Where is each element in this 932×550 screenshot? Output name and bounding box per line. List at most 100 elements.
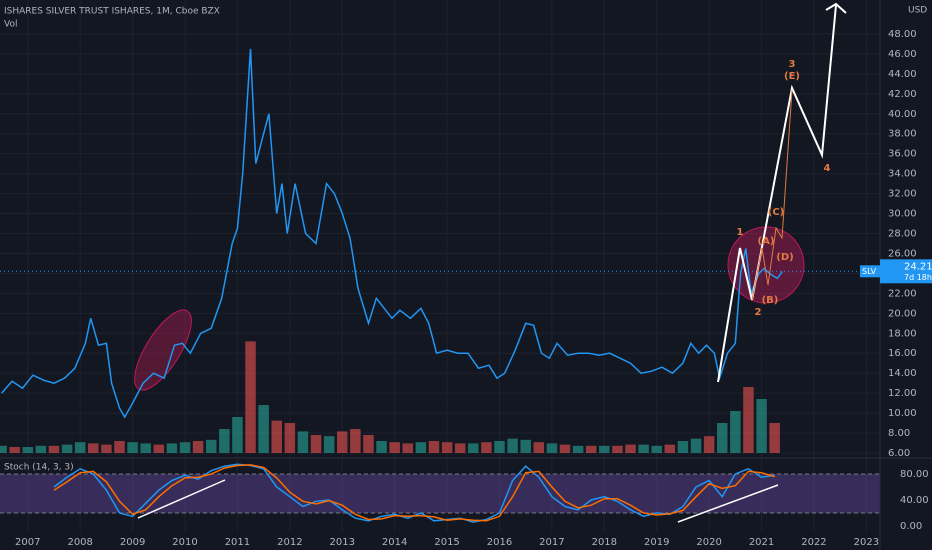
volume-bar bbox=[22, 447, 34, 453]
volume-bar bbox=[323, 436, 335, 453]
volume-bar bbox=[415, 442, 427, 453]
volume-bar bbox=[585, 445, 597, 453]
y-tick-label: 40.00 bbox=[888, 109, 917, 120]
x-tick-label: 2011 bbox=[225, 537, 250, 548]
volume-bar bbox=[166, 443, 178, 453]
volume-bar bbox=[205, 439, 217, 453]
volume-bar bbox=[756, 399, 767, 453]
wave-label: 1 bbox=[737, 227, 744, 238]
y-tick-label: 18.00 bbox=[888, 328, 917, 339]
wave-label: 2 bbox=[755, 307, 762, 318]
wave-label: 3 bbox=[789, 59, 796, 70]
volume-bar bbox=[88, 443, 99, 453]
volume-bar bbox=[703, 436, 715, 453]
wave-label: (B) bbox=[762, 295, 779, 306]
x-tick-label: 2008 bbox=[67, 537, 92, 548]
stoch-tick-label: 40.00 bbox=[900, 495, 929, 506]
y-tick-label: 22.00 bbox=[888, 288, 917, 299]
x-tick-label: 2022 bbox=[801, 537, 826, 548]
y-tick-label: 10.00 bbox=[888, 408, 917, 419]
x-tick-label: 2021 bbox=[749, 537, 774, 548]
y-tick-label: 38.00 bbox=[888, 129, 917, 140]
y-tick-label: 32.00 bbox=[888, 189, 917, 200]
symbol-tag bbox=[860, 265, 880, 278]
y-tick-label: 36.00 bbox=[888, 149, 917, 160]
volume-bar bbox=[140, 443, 151, 453]
wave-label: 4 bbox=[824, 163, 831, 174]
volume-bar bbox=[454, 443, 466, 453]
volume-bar bbox=[468, 443, 479, 453]
stoch-title: Stoch (14, 3, 3) bbox=[4, 463, 74, 473]
volume-bar bbox=[153, 444, 165, 453]
volume-bar bbox=[638, 444, 649, 453]
volume-bar bbox=[389, 442, 400, 453]
volume-bar bbox=[297, 431, 309, 453]
volume-bar bbox=[625, 444, 636, 453]
x-tick-label: 2014 bbox=[382, 537, 407, 548]
y-tick-label: 26.00 bbox=[888, 248, 917, 259]
volume-bar bbox=[245, 341, 256, 453]
x-tick-label: 2015 bbox=[434, 537, 459, 548]
volume-bar bbox=[612, 445, 623, 453]
last-price-tag bbox=[880, 259, 932, 284]
symbol: SLV bbox=[862, 267, 877, 276]
volume-bar bbox=[258, 405, 269, 453]
x-tick-label: 2020 bbox=[696, 537, 721, 548]
stoch-band bbox=[0, 473, 880, 514]
volume-bar bbox=[9, 447, 20, 453]
highlight-ellipse bbox=[134, 309, 192, 391]
volume-bar bbox=[769, 423, 780, 453]
x-tick-label: 2009 bbox=[120, 537, 145, 548]
volume-bar bbox=[716, 423, 728, 453]
trend-line bbox=[677, 484, 779, 523]
volume-bar bbox=[481, 442, 492, 453]
volume-bar bbox=[533, 442, 545, 453]
volume-bar bbox=[337, 431, 348, 453]
y-tick-label: 6.00 bbox=[888, 448, 910, 459]
x-tick-label: 2016 bbox=[487, 537, 512, 548]
price-line bbox=[1, 48, 784, 419]
volume-bar bbox=[572, 445, 584, 453]
volume-bar bbox=[507, 438, 518, 453]
volume-bar bbox=[441, 442, 453, 453]
volume-bar bbox=[651, 445, 662, 453]
x-tick-label: 2012 bbox=[277, 537, 302, 548]
x-tick-label: 2017 bbox=[539, 537, 564, 548]
volume-bar bbox=[271, 420, 282, 453]
x-tick-label: 2023 bbox=[854, 537, 879, 548]
wave-label: (E) bbox=[784, 71, 800, 82]
wave-label: (A) bbox=[758, 236, 775, 247]
countdown: 7d 18h bbox=[904, 273, 932, 282]
stoch-line bbox=[53, 464, 775, 522]
y-tick-label: 16.00 bbox=[888, 348, 917, 359]
volume-bar bbox=[219, 429, 230, 453]
y-tick-label: 20.00 bbox=[888, 308, 917, 319]
volume-bar bbox=[310, 435, 322, 453]
volume-bar bbox=[743, 387, 754, 453]
volume-bar bbox=[363, 435, 374, 453]
y-tick-label: 48.00 bbox=[888, 29, 917, 40]
volume-bar bbox=[350, 429, 361, 453]
volume-bar bbox=[559, 444, 571, 453]
chart-title: ISHARES SILVER TRUST ISHARES, 1M, Cboe B… bbox=[4, 7, 220, 17]
volume-bar bbox=[402, 443, 414, 453]
volume-bar bbox=[0, 445, 7, 453]
volume-bar bbox=[690, 438, 702, 453]
volume-bar bbox=[677, 441, 689, 453]
volume-bar bbox=[664, 444, 676, 453]
volume-bar bbox=[35, 445, 47, 453]
volume-bar bbox=[48, 445, 60, 453]
currency: USD bbox=[908, 6, 927, 16]
volume-bar bbox=[74, 442, 86, 453]
volume-bar bbox=[428, 441, 440, 453]
volume-bar bbox=[730, 411, 741, 453]
x-tick-label: 2007 bbox=[15, 537, 40, 548]
volume-bar bbox=[101, 444, 112, 453]
wave-projection bbox=[717, 4, 837, 383]
x-tick-label: 2019 bbox=[644, 537, 669, 548]
wave-label: (D) bbox=[776, 252, 793, 263]
last-price: 24.21 bbox=[904, 261, 932, 272]
volume-bar bbox=[114, 441, 125, 453]
volume-bar bbox=[61, 444, 73, 453]
